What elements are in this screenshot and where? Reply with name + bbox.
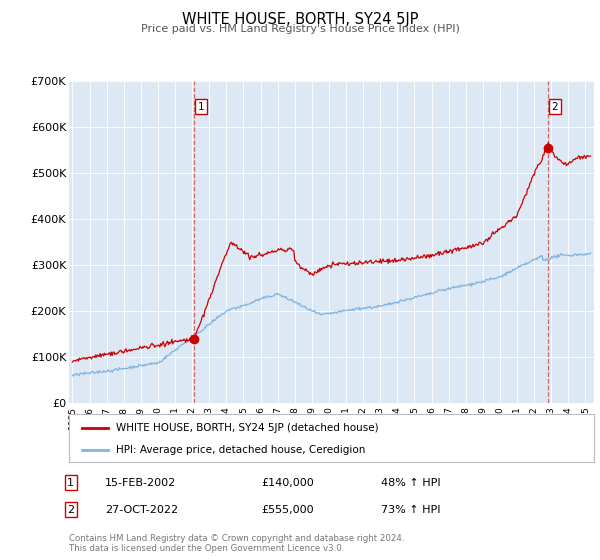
Text: 27-OCT-2022: 27-OCT-2022 (105, 505, 178, 515)
Text: Price paid vs. HM Land Registry's House Price Index (HPI): Price paid vs. HM Land Registry's House … (140, 24, 460, 34)
Text: 1: 1 (197, 101, 204, 111)
Text: 1: 1 (67, 478, 74, 488)
Text: 73% ↑ HPI: 73% ↑ HPI (381, 505, 440, 515)
Text: 2: 2 (67, 505, 74, 515)
Text: WHITE HOUSE, BORTH, SY24 5JP (detached house): WHITE HOUSE, BORTH, SY24 5JP (detached h… (116, 423, 379, 433)
Text: 2: 2 (551, 101, 558, 111)
Text: £140,000: £140,000 (261, 478, 314, 488)
Text: 15-FEB-2002: 15-FEB-2002 (105, 478, 176, 488)
Text: HPI: Average price, detached house, Ceredigion: HPI: Average price, detached house, Cere… (116, 445, 365, 455)
Text: £555,000: £555,000 (261, 505, 314, 515)
Text: Contains HM Land Registry data © Crown copyright and database right 2024.
This d: Contains HM Land Registry data © Crown c… (69, 534, 404, 553)
Text: 48% ↑ HPI: 48% ↑ HPI (381, 478, 440, 488)
Text: WHITE HOUSE, BORTH, SY24 5JP: WHITE HOUSE, BORTH, SY24 5JP (182, 12, 418, 27)
